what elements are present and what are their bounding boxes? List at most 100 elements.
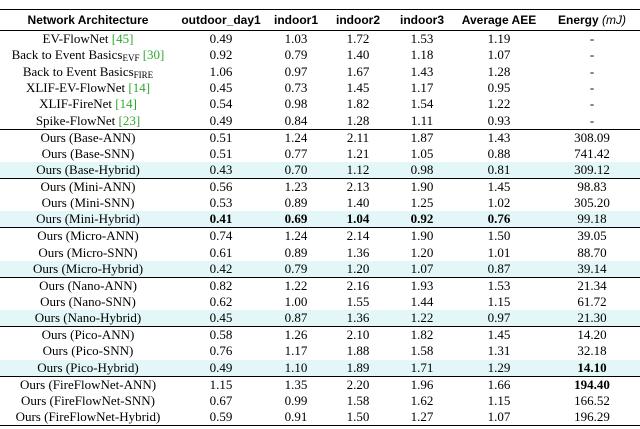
value-cell: 1.07	[487, 408, 511, 424]
value-cell: 1.21	[346, 145, 370, 161]
value-cell: 1.15	[487, 392, 511, 408]
value-cell: 1.45	[346, 79, 370, 95]
method-text: Ours (FireFlowNet-SNN)	[21, 392, 155, 408]
value-cell: 1.31	[487, 343, 511, 359]
method-text: Ours (Base-Hybrid)	[36, 161, 140, 177]
value-cell: -	[589, 31, 595, 46]
method-name: Ours (FireFlowNet-ANN)	[0, 376, 176, 393]
header-unit: (mJ)	[602, 13, 627, 27]
method-name: Back to Event BasicsEVF [30]	[0, 47, 176, 63]
value-cell: 1.22	[487, 96, 511, 112]
value-cell: 1.90	[410, 228, 434, 244]
method-name: Ours (Base-Hybrid)	[0, 161, 176, 179]
method-text: Back to Event Basics	[22, 63, 134, 79]
method-text: Ours (Pico-SNN)	[42, 343, 134, 359]
value-cell: 1.06	[209, 63, 233, 79]
citation: [14]	[115, 96, 137, 112]
table-row: Ours (FireFlowNet-SNN) 0.67 0.99 1.58 1.62 1.…	[0, 393, 640, 409]
value-cell: 1.28	[487, 63, 511, 79]
method-text: Ours (Pico-Hybrid)	[37, 359, 139, 375]
value-cell: 1.10	[266, 359, 326, 377]
value-cell: 1.22	[390, 310, 454, 327]
value-cell: 1.82	[346, 96, 370, 112]
citation: [14]	[128, 79, 151, 95]
value-cell: 1.00	[284, 293, 308, 309]
value-cell: 0.51	[209, 145, 233, 161]
value-cell: 0.49	[209, 112, 233, 128]
method-name: Ours (Mini-SNN)	[0, 195, 176, 211]
value-cell: 1.20	[410, 244, 434, 260]
value-cell: 1.22	[284, 277, 308, 293]
method-name: Ours (Pico-ANN)	[0, 327, 176, 344]
value-cell: 0.59	[209, 408, 233, 424]
value-cell: 1.89	[326, 359, 390, 377]
method-text: Ours (Nano-SNN)	[40, 293, 136, 309]
method-text: Spike-FlowNet	[35, 112, 116, 128]
column-header: outdoor_day1	[176, 10, 266, 31]
value-cell: 0.89	[284, 195, 308, 211]
value-cell: 2.10	[346, 327, 370, 343]
value-cell: 1.53	[410, 31, 434, 46]
header-text: indoor1	[274, 13, 318, 27]
value-cell: 39.14	[544, 260, 640, 278]
method-name: EV-FlowNet [45]	[0, 31, 176, 48]
value-cell: 1.45	[487, 178, 511, 194]
method-name: Ours (Micro-Hybrid)	[0, 260, 176, 278]
method-name: Ours (Nano-ANN)	[0, 277, 176, 294]
value-cell: 1.15	[209, 376, 233, 392]
value-cell: -	[589, 63, 595, 79]
table-row: Ours (FireFlowNet-Hybrid) 0.59 0.91 1.50 1.2…	[0, 409, 640, 426]
value-cell: 1.29	[454, 359, 544, 377]
value-cell: 0.56	[209, 178, 233, 194]
value-cell: -	[589, 112, 595, 128]
value-cell: 0.45	[209, 79, 233, 95]
value-cell: 1.07	[390, 260, 454, 278]
value-cell: 1.25	[410, 195, 434, 211]
value-cell: 0.81	[454, 161, 544, 179]
value-cell: 1.20	[326, 260, 390, 278]
value-cell: 1.36	[326, 310, 390, 327]
value-cell: 21.34	[577, 277, 607, 293]
results-table: Network Architecture outdoor_day1 indoor1 i…	[0, 9, 640, 426]
method-name: Back to Event BasicsFIRE	[0, 63, 176, 80]
value-cell: 0.54	[209, 96, 233, 112]
value-cell: 1.23	[284, 178, 308, 194]
value-cell: 39.05	[577, 228, 607, 244]
table-body: EV-FlowNet [45] 0.49 1.03 1.72 1.53 1.19- Back…	[0, 31, 640, 426]
value-cell: 0.73	[284, 79, 308, 95]
column-header: Network Architecture	[0, 10, 176, 31]
header-text: Energy	[557, 13, 599, 27]
column-header: indoor2	[326, 10, 390, 31]
column-header: Average AEE	[454, 10, 544, 31]
value-cell: 14.20	[577, 327, 607, 343]
method-text: Back to Event Basics	[11, 47, 123, 63]
value-cell: 1.62	[410, 392, 434, 408]
value-cell: 0.88	[487, 145, 511, 161]
method-name: Ours (Pico-SNN)	[0, 343, 176, 359]
method-text: Ours (Mini-SNN)	[41, 195, 135, 211]
value-cell: 1.87	[410, 129, 434, 145]
value-cell: 1.82	[410, 327, 434, 343]
citation: [30]	[142, 47, 165, 63]
value-cell: 1.40	[346, 47, 370, 63]
value-cell: 0.76	[209, 343, 233, 359]
value-cell: 2.14	[346, 228, 370, 244]
method-text: Ours (FireFlowNet-ANN)	[19, 376, 157, 392]
value-cell: 1.18	[410, 47, 434, 63]
method-text: Ours (Micro-Hybrid)	[32, 260, 144, 276]
value-cell: 1.02	[487, 195, 511, 211]
method-text: Ours (Base-SNN)	[41, 145, 135, 161]
table-row: XLIF-EV-FlowNet [14] 0.45 0.73 1.45 1.17 0.95…	[0, 80, 640, 96]
value-cell: 1.43	[487, 129, 511, 145]
table-row: Ours (Micro-SNN) 0.61 0.89 1.36 1.20 1.01 88.7…	[0, 244, 640, 260]
table-row: Ours (Base-SNN) 0.51 0.77 1.21 1.05 0.88 741.4…	[0, 146, 640, 162]
value-cell: 1.54	[410, 96, 434, 112]
value-cell: 1.44	[410, 293, 434, 309]
header-text: indoor2	[336, 13, 380, 27]
value-cell: 1.53	[487, 277, 511, 293]
method-name: Ours (FireFlowNet-Hybrid)	[0, 409, 176, 426]
value-cell: 308.09	[574, 129, 610, 145]
table-row: XLIF-FireNet [14] 0.54 0.98 1.82 1.54 1.22 -	[0, 96, 640, 112]
method-text: Ours (Pico-ANN)	[41, 327, 135, 343]
value-cell: 0.92	[209, 47, 233, 63]
